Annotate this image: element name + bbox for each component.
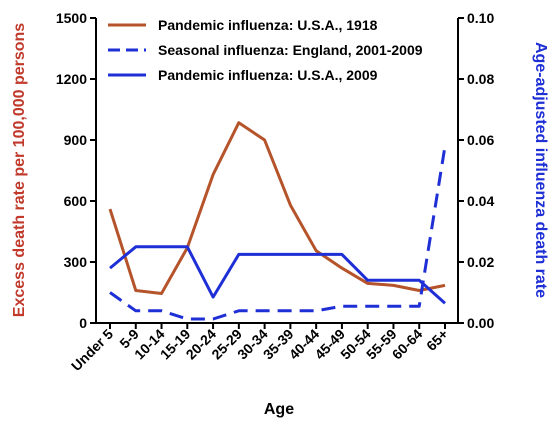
y-tick-label-right: 0.08 (467, 71, 494, 87)
series-layer (108, 121, 447, 321)
y-tick-label-left: 600 (64, 193, 88, 209)
y-tick-label-left: 1500 (56, 10, 87, 26)
axes: 0 300 600 900 1200 1500 0.00 0.02 0.04 0.06 0.08 0.… (56, 10, 495, 374)
legend: Pandemic influenza: U.S.A., 1918 Seasonal… (108, 17, 423, 83)
x-tick-label: 65+ (423, 326, 451, 354)
series-line-2 (109, 145, 447, 321)
y-tick-label-left: 300 (64, 254, 88, 270)
y-tick-label-right: 0.06 (467, 132, 494, 148)
y-tick-label-left: 1200 (56, 71, 87, 87)
series-line-3 (109, 245, 446, 305)
y-tick-label-left: 900 (64, 132, 88, 148)
x-tick-label: Under 5 (68, 326, 116, 374)
y-tick-label-right: 0.00 (467, 315, 494, 331)
y-tick-label-right: 0.02 (467, 254, 494, 270)
y-tick-label-right: 0.04 (467, 193, 494, 209)
y-axis-title-right: Age-adjusted influenza death rate (532, 42, 549, 298)
legend-label-2: Seasonal influenza: England, 2001-2009 (158, 42, 423, 58)
y-tick-label-right: 0.10 (467, 10, 494, 26)
x-tick-label: 60-64 (389, 326, 426, 363)
legend-label-3: Pandemic influenza: U.S.A., 2009 (158, 67, 378, 83)
legend-label-1: Pandemic influenza: U.S.A., 1918 (158, 17, 378, 33)
y-axis-title-left: Excess death rate per 100,000 persons (11, 23, 28, 317)
x-axis-title: Age (264, 401, 294, 418)
y-tick-label-left: 0 (79, 315, 87, 331)
series-line-1 (108, 121, 446, 295)
